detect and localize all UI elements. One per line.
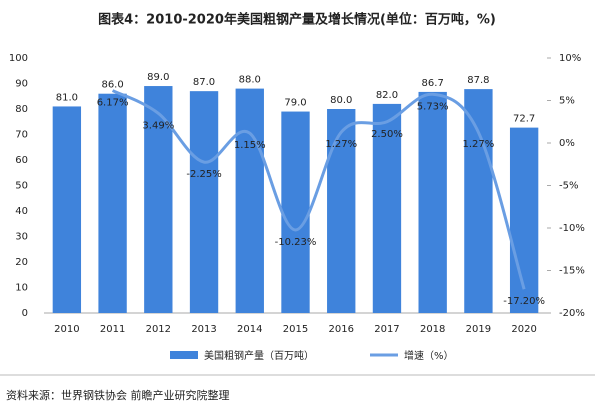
bar bbox=[52, 106, 82, 313]
bar-value-label: 79.0 bbox=[284, 98, 306, 109]
bar bbox=[235, 88, 264, 313]
y2-tick-label: -20% bbox=[559, 308, 585, 319]
x-tick-label: 2013 bbox=[191, 324, 216, 335]
line-value-label: -10.23% bbox=[275, 237, 317, 248]
y-tick-label: 30 bbox=[15, 232, 28, 243]
line-value-label: 3.49% bbox=[142, 120, 174, 131]
x-tick-label: 2018 bbox=[420, 324, 445, 335]
bar bbox=[189, 91, 219, 314]
legend-label: 增速（%） bbox=[404, 349, 454, 362]
x-tick-label: 2016 bbox=[329, 324, 354, 335]
x-tick-label: 2011 bbox=[100, 324, 125, 335]
y-tick-label: 50 bbox=[15, 181, 28, 192]
bar-value-label: 86.7 bbox=[422, 78, 444, 89]
legend-swatch bbox=[170, 351, 198, 359]
y-tick-label: 20 bbox=[15, 257, 28, 268]
y-tick-label: 80 bbox=[15, 104, 28, 115]
x-tick-label: 2010 bbox=[54, 324, 79, 335]
y2-tick-label: -10% bbox=[559, 223, 585, 234]
y-tick-label: 60 bbox=[15, 155, 28, 166]
line-value-label: -17.20% bbox=[503, 296, 545, 307]
bar bbox=[327, 109, 356, 313]
bar-value-label: 82.0 bbox=[376, 90, 398, 101]
bar bbox=[372, 103, 402, 314]
bar bbox=[98, 93, 127, 313]
bar-value-label: 86.0 bbox=[101, 80, 123, 91]
y2-tick-label: -15% bbox=[559, 266, 585, 277]
y-tick-label: 10 bbox=[15, 283, 28, 294]
y-tick-label: 0 bbox=[22, 308, 28, 319]
chart-title: 图表4：2010-2020年美国粗钢产量及增长情况(单位：百万吨，%) bbox=[98, 12, 496, 28]
bar bbox=[281, 111, 310, 313]
bar-value-label: 80.0 bbox=[330, 95, 352, 106]
line-value-label: 5.73% bbox=[417, 101, 449, 112]
line-value-label: 1.27% bbox=[463, 139, 495, 150]
bar-value-label: 88.0 bbox=[239, 75, 261, 86]
line-value-label: -2.25% bbox=[186, 169, 221, 180]
source: 资料来源：世界钢铁协会 前瞻产业研究院整理 bbox=[6, 388, 230, 402]
y-tick-label: 100 bbox=[9, 53, 28, 64]
x-tick-label: 2020 bbox=[511, 324, 536, 335]
line-value-label: 6.17% bbox=[97, 98, 129, 109]
y-tick-label: 70 bbox=[15, 130, 28, 141]
x-tick-label: 2017 bbox=[374, 324, 399, 335]
y-tick-label: 40 bbox=[15, 206, 28, 217]
bar-value-label: 87.0 bbox=[193, 77, 215, 88]
bar-value-label: 89.0 bbox=[147, 72, 169, 83]
y2-tick-label: 5% bbox=[559, 96, 575, 107]
x-tick-label: 2012 bbox=[146, 324, 171, 335]
line-value-label: 2.50% bbox=[371, 129, 403, 140]
bar-value-label: 81.0 bbox=[56, 92, 78, 103]
x-tick-label: 2014 bbox=[237, 324, 262, 335]
bar-value-label: 87.8 bbox=[467, 75, 489, 86]
y-tick-label: 90 bbox=[15, 79, 28, 90]
line-value-label: 1.27% bbox=[325, 139, 357, 150]
growth-line bbox=[111, 89, 526, 290]
legend-label: 美国粗钢产量（百万吨） bbox=[204, 349, 314, 362]
bar bbox=[509, 127, 539, 314]
y2-tick-label: 10% bbox=[559, 53, 581, 64]
bar bbox=[418, 91, 447, 313]
x-tick-label: 2015 bbox=[283, 324, 308, 335]
bar-value-label: 72.7 bbox=[513, 114, 535, 125]
line-value-label: 1.15% bbox=[234, 140, 266, 151]
bar bbox=[464, 89, 493, 313]
y2-tick-label: 0% bbox=[559, 138, 575, 149]
y2-tick-label: -5% bbox=[559, 181, 578, 192]
x-tick-label: 2019 bbox=[466, 324, 491, 335]
